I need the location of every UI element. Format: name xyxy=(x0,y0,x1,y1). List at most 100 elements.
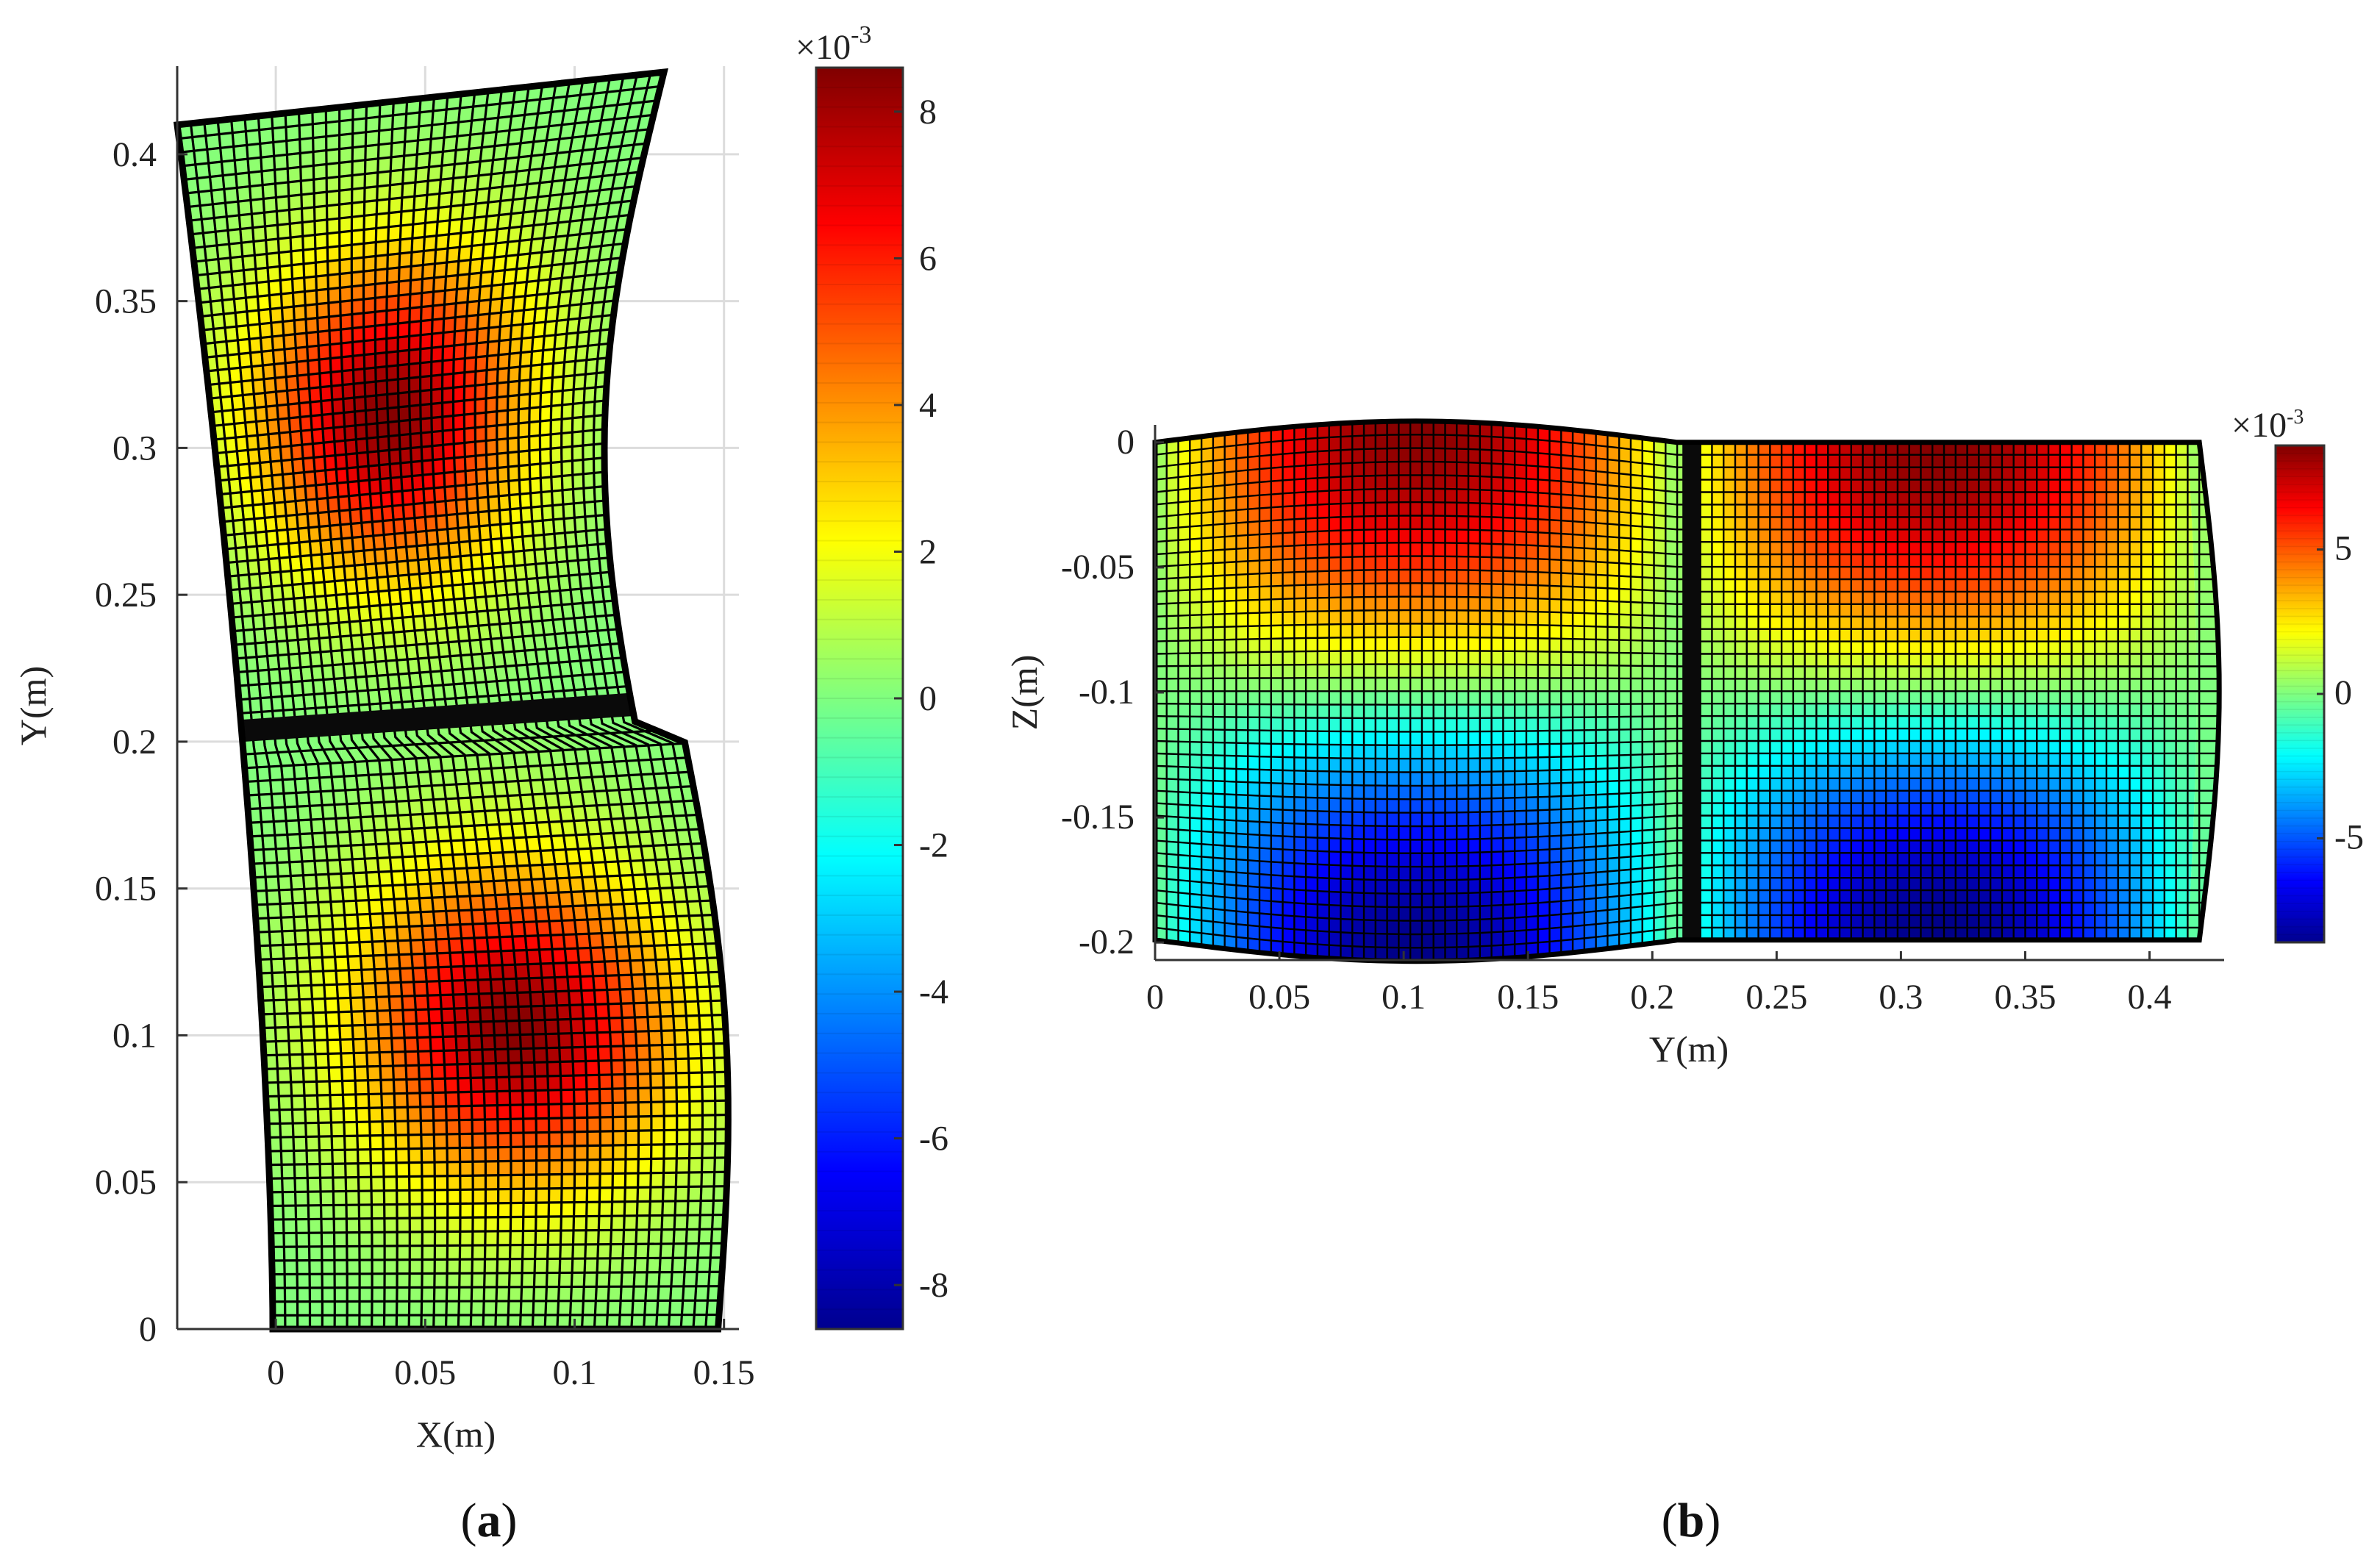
panel-a-surface-cell xyxy=(504,565,516,581)
panel-a-surface-cell xyxy=(374,647,387,662)
panel-a-surface-cell xyxy=(400,224,413,240)
panel-a-surface-cell xyxy=(544,634,557,649)
panel-a-mesh-line xyxy=(254,870,709,892)
panel-a-surface-cell xyxy=(460,1231,473,1246)
panel-a-surface-cell xyxy=(442,415,454,431)
panel-a-surface-cell xyxy=(571,1033,585,1047)
panel-a-surface-cell xyxy=(484,1091,498,1106)
panel-a-surface-cell xyxy=(681,958,696,973)
panel-a-surface-cell xyxy=(496,1272,510,1287)
panel-a-surface-cell xyxy=(387,829,401,844)
panel-a-surface-cell xyxy=(308,638,321,653)
panel-a-surface-cell xyxy=(416,545,429,560)
panel-a-surface-cell xyxy=(454,344,466,360)
panel-a-surface-cell xyxy=(449,204,464,221)
panel-b-surface-cell xyxy=(1526,691,1538,705)
panel-a-surface-cell xyxy=(546,892,561,907)
panel-b-surface-cell xyxy=(1224,652,1237,666)
panel-b-surface-cell xyxy=(1248,782,1260,796)
panel-a-surface-cell xyxy=(493,256,507,272)
panel-a-surface-cell xyxy=(552,619,566,634)
panel-a-surface-cell xyxy=(565,545,579,562)
panel-a-surface-cell xyxy=(339,119,353,135)
panel-b-surface-cell xyxy=(1306,704,1318,718)
panel-b-surface-cell xyxy=(1352,664,1365,678)
panel-b-surface-cell xyxy=(1387,785,1399,800)
panel-a-surface-cell xyxy=(462,826,476,840)
panel-b-surface-cell xyxy=(1224,858,1237,873)
panel-a-surface-cell xyxy=(271,793,285,808)
panel-a-surface-cell xyxy=(496,680,510,695)
panel-a-surface-cell xyxy=(394,729,426,745)
panel-a-surface-cell xyxy=(262,183,276,199)
panel-a-surface-cell xyxy=(329,315,341,331)
panel-b-surface-cell xyxy=(1236,626,1248,640)
panel-a-surface-cell xyxy=(236,325,249,340)
panel-a-surface-cell xyxy=(457,1064,471,1078)
panel-b-surface-cell xyxy=(1294,558,1307,573)
panel-a-surface-cell xyxy=(648,745,664,760)
panel-a-surface-cell xyxy=(562,749,578,764)
panel-a-surface-cell xyxy=(363,844,378,859)
panel-a-surface-cell xyxy=(271,321,284,337)
panel-a-surface-cell xyxy=(447,1231,460,1246)
panel-b-surface-cell xyxy=(1573,756,1584,770)
panel-a-surface-cell xyxy=(409,1273,423,1288)
panel-b-surface-cell xyxy=(1595,691,1608,704)
panel-a-surface-cell xyxy=(508,479,521,495)
panel-b-surface-cell xyxy=(1190,615,1202,628)
panel-a-surface-cell xyxy=(398,322,410,337)
panel-a-surface-cell xyxy=(282,1206,296,1220)
panel-a-surface-cell xyxy=(485,411,497,427)
panel-a-surface-cell xyxy=(540,377,553,393)
panel-b-surface-cell xyxy=(1549,572,1562,587)
panel-a-surface-cell xyxy=(487,609,500,626)
panel-a-surface-cell xyxy=(367,886,382,900)
panel-a-surface-cell xyxy=(373,816,387,831)
panel-a-surface-cell xyxy=(588,645,602,660)
panel-b-surface-cell xyxy=(1317,637,1329,651)
panel-b-surface-cell xyxy=(1259,546,1271,561)
panel-a-surface-cell xyxy=(625,917,640,933)
panel-a-surface-cell xyxy=(352,132,366,148)
panel-b-surface-cell xyxy=(1306,504,1318,519)
panel-b-surface-cell xyxy=(1503,637,1515,651)
panel-a-surface-cell xyxy=(276,404,290,420)
panel-b-surface-cell xyxy=(1317,544,1329,559)
panel-b-surface-cell xyxy=(1282,704,1295,718)
panel-a-surface-cell xyxy=(409,925,424,941)
panel-a-mesh-line xyxy=(188,171,640,222)
panel-a-surface-cell xyxy=(249,573,261,589)
panel-a-surface-cell xyxy=(582,459,594,474)
panel-b-surface-cell xyxy=(1375,556,1387,570)
panel-b-surface-cell xyxy=(1329,731,1341,745)
panel-a-surface-cell xyxy=(281,765,296,780)
panel-b-surface-cell xyxy=(1503,477,1515,492)
panel-a-surface-cell xyxy=(351,634,363,650)
panel-a-surface-cell xyxy=(368,591,380,606)
panel-b-surface-cell xyxy=(1537,902,1550,917)
panel-a-surface-cell xyxy=(576,545,589,561)
panel-a-surface-cell xyxy=(687,1044,701,1059)
panel-b-surface-cell xyxy=(1457,421,1469,436)
panel-a-surface-cell xyxy=(222,298,236,315)
panel-b-surface-cell xyxy=(1573,821,1584,835)
panel-b-surface-cell xyxy=(1387,759,1399,773)
panel-a-surface-cell xyxy=(638,1130,651,1145)
panel-a-surface-outline xyxy=(173,68,732,1333)
panel-a-surface-cell xyxy=(466,612,479,627)
panel-b-surface-cell xyxy=(1259,481,1271,495)
panel-a-surface-cell xyxy=(328,301,341,317)
panel-a-surface-cell xyxy=(507,226,522,243)
panel-b-surface-cell xyxy=(1549,704,1562,718)
panel-a-mesh-line xyxy=(231,584,613,619)
panel-a-surface-cell xyxy=(692,943,707,959)
panel-a-surface-cell xyxy=(601,658,615,674)
panel-b-surface-cell xyxy=(1410,542,1422,556)
panel-b-surface-cell xyxy=(1503,691,1515,705)
panel-a-surface-cell xyxy=(346,691,359,706)
panel-b-surface-cell xyxy=(1515,531,1526,545)
panel-a-surface-cell xyxy=(623,746,639,762)
panel-b-surface-cell xyxy=(1201,792,1213,807)
panel-a-surface-cell xyxy=(327,497,340,512)
